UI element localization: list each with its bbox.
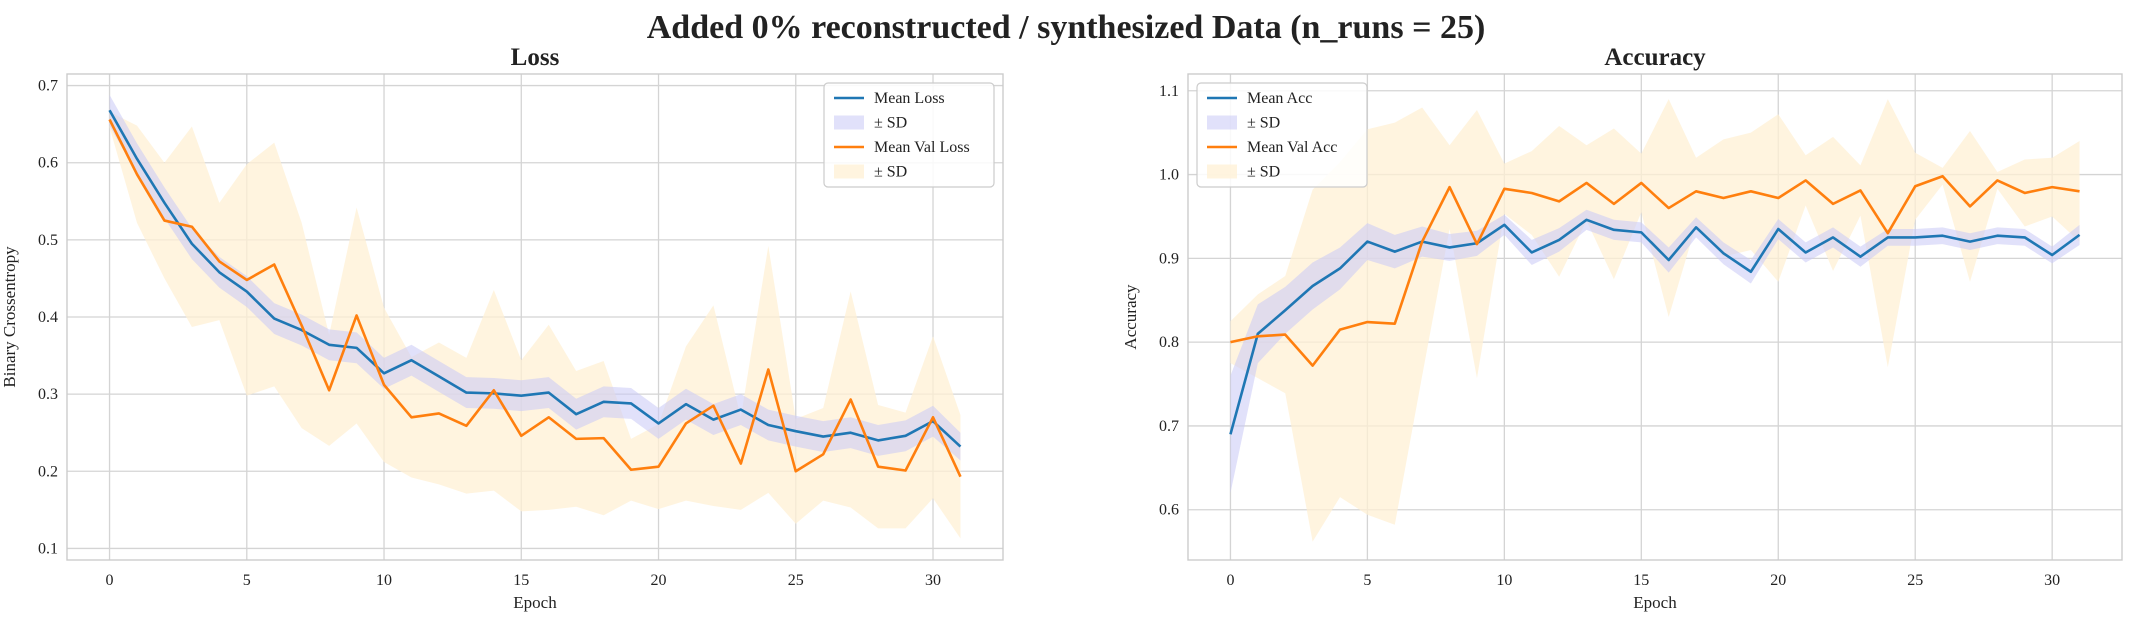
y-tick-label: 0.6 [1159, 502, 1179, 519]
x-tick-label: 20 [1770, 572, 1786, 589]
legend-label: Mean Loss [874, 90, 945, 107]
legend-label: ± SD [874, 164, 907, 181]
x-tick-label: 5 [243, 572, 251, 589]
sd-band-val [1230, 99, 2080, 542]
sd-band-train [109, 94, 961, 461]
legend-label: Mean Val Acc [1247, 139, 1337, 156]
legend-band-swatch [834, 115, 864, 130]
y-tick-label: 0.1 [38, 540, 58, 557]
x-axis-label: Epoch [1633, 593, 1677, 612]
series-line-val [108, 118, 962, 478]
x-tick-label: 0 [1226, 572, 1234, 589]
legend-label: Mean Acc [1247, 90, 1312, 107]
y-axis-label: Binary Crossentropy [0, 246, 19, 388]
y-tick-label: 0.5 [38, 232, 58, 249]
legend-band-swatch [834, 164, 864, 179]
x-tick-label: 10 [376, 572, 392, 589]
y-tick-label: 1.1 [1159, 83, 1179, 100]
chart-title: Accuracy [1604, 44, 1706, 71]
x-tick-label: 5 [1363, 572, 1371, 589]
loss-chart: 0 5 10 15 20 25 30 0.1 0.2 0.3 0.4 0.5 0.6 0.7 Loss Epo… [0, 44, 1004, 612]
legend-band-swatch [1207, 115, 1237, 130]
x-tick-label: 0 [106, 572, 114, 589]
x-tick-label: 25 [1907, 572, 1923, 589]
legend: Mean Acc ± SD Mean Val Acc ± SD [1196, 82, 1368, 188]
y-tick-label: 0.2 [38, 463, 58, 480]
legend-label: ± SD [874, 115, 907, 132]
accuracy-chart: 0 5 10 15 20 25 30 0.6 0.7 0.8 0.9 1.0 1.1 Accuracy Ep… [1121, 44, 2123, 612]
x-tick-label: 30 [925, 572, 941, 589]
y-tick-label: 0.4 [38, 309, 58, 326]
y-tick-label: 1.0 [1159, 167, 1179, 184]
figure-title: Added 0% reconstructed / synthesized Dat… [647, 9, 1486, 46]
series-line-train [1229, 218, 2081, 435]
series-line-val [1230, 174, 2080, 367]
sd-band-train [1230, 209, 2080, 493]
legend-label: Mean Val Loss [874, 139, 970, 156]
y-axis-label: Accuracy [1121, 284, 1140, 350]
legend-band-swatch [1207, 164, 1237, 179]
plot-frame [1187, 73, 2123, 561]
x-tick-label: 20 [651, 572, 667, 589]
y-tick-label: 0.8 [1159, 334, 1179, 351]
x-tick-label: 30 [2044, 572, 2060, 589]
chart-title: Loss [511, 44, 560, 71]
y-tick-label: 0.7 [38, 78, 58, 95]
plot-frame [66, 73, 1004, 561]
legend-label: ± SD [1247, 115, 1280, 132]
y-tick-label: 0.3 [38, 386, 58, 403]
x-tick-label: 15 [513, 572, 529, 589]
sd-band-val [109, 111, 961, 539]
x-axis-label: Epoch [513, 593, 557, 612]
x-tick-label: 25 [788, 572, 804, 589]
y-tick-label: 0.6 [38, 155, 58, 172]
x-tick-label: 15 [1633, 572, 1649, 589]
x-tick-label: 10 [1496, 572, 1512, 589]
series-line-train [108, 109, 962, 448]
y-tick-label: 0.7 [1159, 418, 1179, 435]
legend-label: ± SD [1247, 164, 1280, 181]
y-tick-label: 0.9 [1159, 250, 1179, 267]
legend: Mean Loss ± SD Mean Val Loss ± SD [823, 82, 995, 188]
legend-box [1196, 82, 1368, 188]
legend-box [823, 82, 995, 188]
